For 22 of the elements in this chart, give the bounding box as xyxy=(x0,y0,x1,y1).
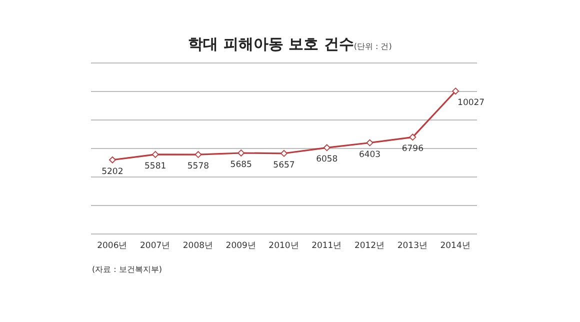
x-tick: 2014년 xyxy=(440,241,471,251)
x-tick: 2013년 xyxy=(397,241,428,251)
subtitle: (단위 : 건) xyxy=(354,42,392,51)
x-tick: 2008년 xyxy=(182,241,214,251)
data-label: 5581 xyxy=(144,161,166,172)
data-label: 5202 xyxy=(102,166,124,177)
data-label: 6058 xyxy=(316,154,338,165)
title: 학대 피해아동 보호 건수(단위 : 건) xyxy=(188,35,392,53)
data-label: 5578 xyxy=(187,162,210,172)
data-label: 6796 xyxy=(402,144,424,154)
x-tick: 2012년 xyxy=(354,241,386,251)
chart-title: 학대 피해아동 보호 건수 xyxy=(188,35,354,53)
data-label: 10027 xyxy=(458,98,485,108)
x-tick: 2010년 xyxy=(268,241,300,251)
annotation: (자료 : 보건복지부) xyxy=(92,265,162,274)
x-tick: 2009년 xyxy=(226,241,256,251)
data-label: 6403 xyxy=(358,150,381,160)
x-tick: 2011년 xyxy=(312,241,342,251)
x-tick: 2006년 xyxy=(97,241,128,251)
data-label: 5685 xyxy=(230,160,252,170)
data-label: 5657 xyxy=(273,160,295,170)
x-tick: 2007년 xyxy=(140,241,171,251)
